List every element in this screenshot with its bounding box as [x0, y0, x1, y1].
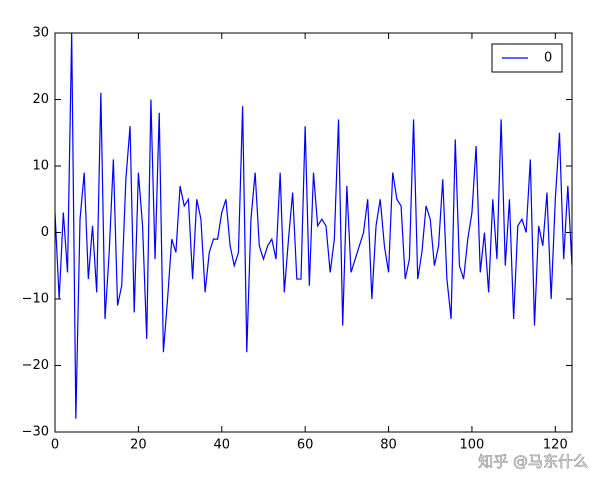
x-tick-label: 20 [130, 438, 147, 453]
x-tick-label: 60 [297, 438, 314, 453]
x-tick-label: 100 [460, 438, 485, 453]
x-tick-label: 120 [543, 438, 568, 453]
x-tick-label: 0 [51, 438, 59, 453]
y-tick-label: 0 [41, 225, 49, 240]
y-tick-label: 30 [32, 26, 49, 41]
data-line [55, 33, 572, 419]
x-tick-label: 80 [380, 438, 397, 453]
watermark: 知乎 @马东什么 [478, 453, 588, 471]
y-tick-label: −20 [22, 358, 49, 373]
y-tick-label: 10 [32, 159, 49, 174]
x-tick-label: 40 [214, 438, 231, 453]
y-tick-label: −30 [22, 425, 49, 440]
y-tick-label: −10 [22, 292, 49, 307]
y-tick-label: 20 [32, 92, 49, 107]
legend-label: 0 [544, 51, 552, 66]
